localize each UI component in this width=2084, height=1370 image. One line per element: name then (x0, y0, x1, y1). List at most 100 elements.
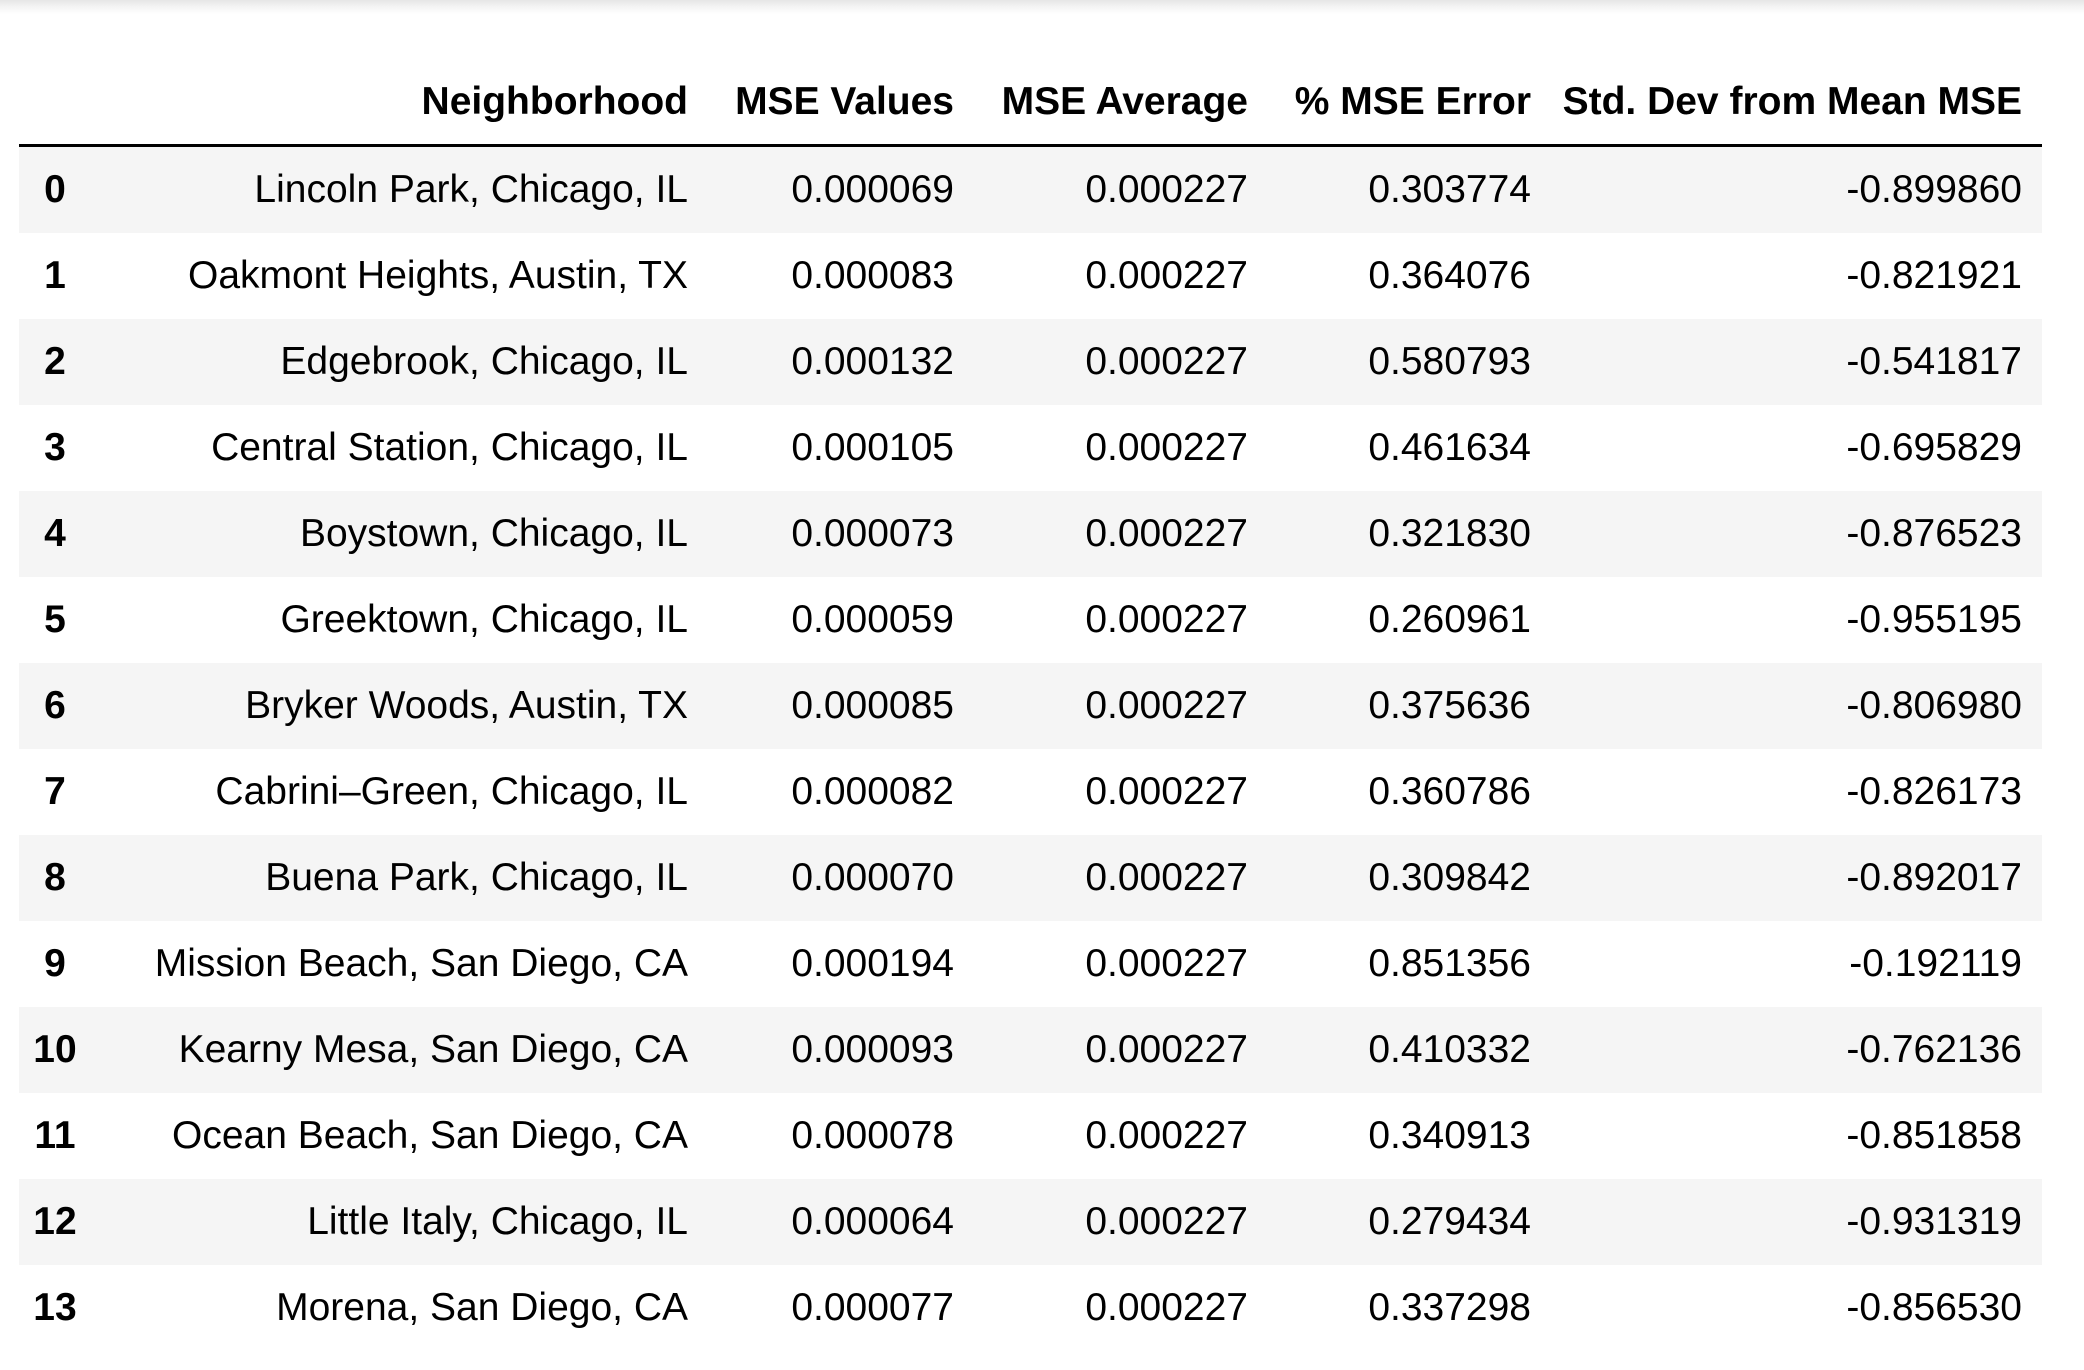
header-row: Neighborhood MSE Values MSE Average % MS… (19, 60, 2042, 147)
row-index: 9 (44, 942, 66, 985)
mse-average-column-header: MSE Average (974, 60, 1268, 147)
cell-neighborhood: Ocean Beach, San Diego, CA (172, 1114, 688, 1157)
row-index: 1 (44, 254, 66, 297)
cell-mse-average: 0.000227 (1085, 598, 1248, 641)
cell-mse-average: 0.000227 (1085, 168, 1248, 211)
table-row: 10 Kearny Mesa, San Diego, CA 0.000093 0.00… (19, 1007, 2042, 1093)
cell-neighborhood: Mission Beach, San Diego, CA (154, 942, 688, 985)
cell-neighborhood: Central Station, Chicago, IL (211, 426, 688, 469)
cell-std-dev: -0.892017 (1846, 856, 2022, 899)
row-index: 11 (34, 1114, 76, 1157)
cell-pct-mse-error: 0.364076 (1368, 254, 1531, 297)
cell-mse-average: 0.000227 (1085, 1286, 1248, 1329)
table-row: 8 Buena Park, Chicago, IL 0.000070 0.000227… (19, 835, 2042, 921)
dataframe-table: Neighborhood MSE Values MSE Average % MS… (19, 60, 2042, 1351)
cell-neighborhood: Lincoln Park, Chicago, IL (254, 168, 688, 211)
cell-mse-values: 0.000078 (791, 1114, 954, 1157)
table-row: 12 Little Italy, Chicago, IL 0.000064 0.000… (19, 1179, 2042, 1265)
cell-pct-mse-error: 0.410332 (1368, 1028, 1531, 1071)
cell-std-dev: -0.541817 (1846, 340, 2022, 383)
cell-mse-values: 0.000083 (791, 254, 954, 297)
cell-std-dev: -0.762136 (1846, 1028, 2022, 1071)
cell-mse-average: 0.000227 (1085, 1028, 1248, 1071)
cell-neighborhood: Bryker Woods, Austin, TX (245, 684, 688, 727)
cell-pct-mse-error: 0.303774 (1368, 168, 1531, 211)
row-index: 5 (44, 598, 66, 641)
cell-mse-average: 0.000227 (1085, 684, 1248, 727)
mse-values-column-header: MSE Values (708, 60, 974, 147)
table-row: 2 Edgebrook, Chicago, IL 0.000132 0.000227 0… (19, 319, 2042, 405)
row-index: 0 (44, 168, 66, 211)
row-index: 4 (44, 512, 66, 555)
cell-pct-mse-error: 0.375636 (1368, 684, 1531, 727)
cell-neighborhood: Kearny Mesa, San Diego, CA (178, 1028, 688, 1071)
cell-pct-mse-error: 0.337298 (1368, 1286, 1531, 1329)
row-index: 7 (44, 770, 66, 813)
cell-mse-values: 0.000059 (791, 598, 954, 641)
table-row: 6 Bryker Woods, Austin, TX 0.000085 0.00022… (19, 663, 2042, 749)
cell-neighborhood: Greektown, Chicago, IL (280, 598, 688, 641)
table-row: 13 Morena, San Diego, CA 0.000077 0.000227 0… (19, 1265, 2042, 1351)
cell-mse-average: 0.000227 (1085, 770, 1248, 813)
cell-mse-values: 0.000082 (791, 770, 954, 813)
cell-std-dev: -0.876523 (1846, 512, 2022, 555)
cell-std-dev: -0.821921 (1846, 254, 2022, 297)
cell-mse-average: 0.000227 (1085, 512, 1248, 555)
cell-std-dev: -0.851858 (1846, 1114, 2022, 1157)
cell-std-dev: -0.826173 (1846, 770, 2022, 813)
top-edge-shadow (0, 0, 2084, 14)
neighborhood-column-header: Neighborhood (91, 60, 708, 147)
cell-neighborhood: Boystown, Chicago, IL (299, 512, 688, 555)
table-row: 4 Boystown, Chicago, IL 0.000073 0.000227 0.… (19, 491, 2042, 577)
cell-mse-values: 0.000085 (791, 684, 954, 727)
row-index: 8 (44, 856, 66, 899)
cell-neighborhood: Morena, San Diego, CA (276, 1286, 688, 1329)
cell-mse-values: 0.000064 (791, 1200, 954, 1243)
cell-pct-mse-error: 0.309842 (1368, 856, 1531, 899)
cell-mse-average: 0.000227 (1085, 254, 1248, 297)
row-index: 2 (44, 340, 66, 383)
table-row: 1 Oakmont Heights, Austin, TX 0.000083 0.00… (19, 233, 2042, 319)
cell-mse-values: 0.000194 (791, 942, 954, 985)
table-row: 9 Mission Beach, San Diego, CA 0.000194 0.0… (19, 921, 2042, 1007)
cell-pct-mse-error: 0.360786 (1368, 770, 1531, 813)
table-row: 0 Lincoln Park, Chicago, IL 0.000069 0.0002… (19, 145, 2042, 233)
cell-std-dev: -0.931319 (1846, 1200, 2022, 1243)
cell-mse-average: 0.000227 (1085, 942, 1248, 985)
table-header: Neighborhood MSE Values MSE Average % MS… (19, 60, 2042, 147)
cell-mse-average: 0.000227 (1085, 1114, 1248, 1157)
row-index: 3 (44, 426, 66, 469)
pct-mse-error-column-header: % MSE Error (1268, 60, 1551, 147)
cell-mse-average: 0.000227 (1085, 1200, 1248, 1243)
cell-mse-values: 0.000132 (791, 340, 954, 383)
cell-pct-mse-error: 0.340913 (1368, 1114, 1531, 1157)
cell-neighborhood: Cabrini–Green, Chicago, IL (215, 770, 688, 813)
cell-mse-values: 0.000069 (791, 168, 954, 211)
cell-pct-mse-error: 0.580793 (1368, 340, 1531, 383)
cell-std-dev: -0.695829 (1846, 426, 2022, 469)
cell-neighborhood: Buena Park, Chicago, IL (265, 856, 688, 899)
table-body: 0 Lincoln Park, Chicago, IL 0.000069 0.0002… (19, 145, 2042, 1351)
cell-neighborhood: Edgebrook, Chicago, IL (280, 340, 688, 383)
table-row: 3 Central Station, Chicago, IL 0.000105 0.0… (19, 405, 2042, 491)
cell-mse-values: 0.000070 (791, 856, 954, 899)
cell-mse-values: 0.000105 (791, 426, 954, 469)
row-index: 12 (33, 1200, 77, 1243)
cell-mse-values: 0.000077 (791, 1286, 954, 1329)
cell-pct-mse-error: 0.260961 (1368, 598, 1531, 641)
cell-neighborhood: Little Italy, Chicago, IL (307, 1200, 688, 1243)
cell-mse-average: 0.000227 (1085, 340, 1248, 383)
table-row: 11 Ocean Beach, San Diego, CA 0.000078 0.00… (19, 1093, 2042, 1179)
cell-std-dev: -0.899860 (1846, 168, 2022, 211)
cell-std-dev: -0.955195 (1846, 598, 2022, 641)
cell-mse-values: 0.000073 (791, 512, 954, 555)
table-row: 5 Greektown, Chicago, IL 0.000059 0.000227 0… (19, 577, 2042, 663)
table-row: 7 Cabrini–Green, Chicago, IL 0.000082 0.000… (19, 749, 2042, 835)
cell-mse-average: 0.000227 (1085, 426, 1248, 469)
cell-pct-mse-error: 0.851356 (1368, 942, 1531, 985)
std-dev-column-header: Std. Dev from Mean MSE (1551, 60, 2042, 147)
index-column-header (19, 60, 91, 147)
row-index: 13 (33, 1286, 77, 1329)
row-index: 6 (44, 684, 66, 727)
cell-neighborhood: Oakmont Heights, Austin, TX (187, 254, 688, 297)
